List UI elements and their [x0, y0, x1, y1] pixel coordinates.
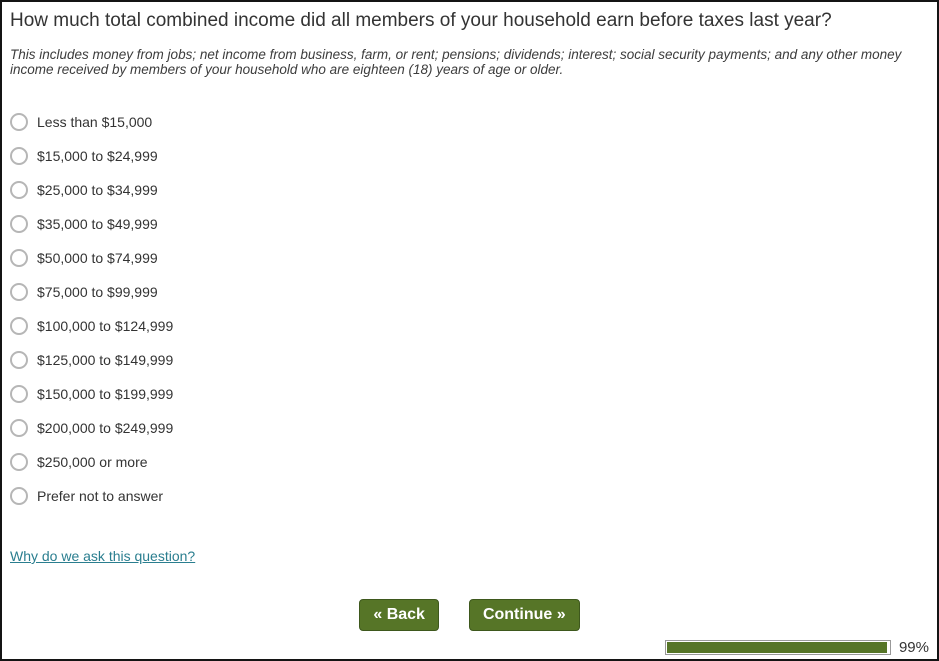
question-subtitle: This includes money from jobs; net incom…	[10, 47, 902, 77]
radio-option-label[interactable]: $150,000 to $199,999	[37, 386, 174, 402]
radio-option-label[interactable]: $15,000 to $24,999	[37, 148, 158, 164]
radio-button-icon[interactable]	[10, 283, 28, 301]
nav-buttons-row: « Back Continue »	[10, 599, 929, 631]
radio-button-icon[interactable]	[10, 419, 28, 437]
radio-button-icon[interactable]	[10, 487, 28, 505]
radio-option-row[interactable]: $100,000 to $124,999	[10, 317, 929, 335]
radio-option-row[interactable]: Less than $15,000	[10, 113, 929, 131]
radio-option-row[interactable]: $25,000 to $34,999	[10, 181, 929, 199]
radio-option-label[interactable]: $35,000 to $49,999	[37, 216, 158, 232]
progress-bar-track	[664, 640, 891, 655]
radio-option-row[interactable]: $150,000 to $199,999	[10, 385, 929, 403]
question-title: How much total combined income did all m…	[10, 10, 832, 31]
radio-option-label[interactable]: Prefer not to answer	[37, 488, 164, 504]
radio-option-row[interactable]: $200,000 to $249,999	[10, 419, 929, 437]
radio-option-row[interactable]: $15,000 to $24,999	[10, 147, 929, 165]
radio-option-row[interactable]: $75,000 to $99,999	[10, 283, 929, 301]
radio-button-icon[interactable]	[10, 385, 28, 403]
radio-option-label[interactable]: $75,000 to $99,999	[37, 284, 158, 300]
radio-button-icon[interactable]	[10, 181, 28, 199]
progress-indicator: 99%	[664, 639, 929, 656]
continue-button[interactable]: Continue »	[468, 599, 580, 631]
radio-option-label[interactable]: $50,000 to $74,999	[37, 250, 158, 266]
options-list: Less than $15,000 $15,000 to $24,999 $25…	[10, 113, 929, 505]
radio-button-icon[interactable]	[10, 147, 28, 165]
radio-option-row[interactable]: $250,000 or more	[10, 453, 929, 471]
radio-button-icon[interactable]	[10, 351, 28, 369]
radio-option-row[interactable]: $50,000 to $74,999	[10, 249, 929, 267]
radio-option-label[interactable]: $125,000 to $149,999	[37, 352, 174, 368]
radio-option-label[interactable]: $25,000 to $34,999	[37, 182, 158, 198]
radio-button-icon[interactable]	[10, 215, 28, 233]
radio-button-icon[interactable]	[10, 317, 28, 335]
help-link-row: Why do we ask this question?	[10, 548, 929, 566]
radio-option-row[interactable]: $125,000 to $149,999	[10, 351, 929, 369]
radio-option-row[interactable]: $35,000 to $49,999	[10, 215, 929, 233]
progress-bar-fill	[666, 642, 887, 653]
why-ask-link[interactable]: Why do we ask this question?	[10, 548, 196, 564]
back-button[interactable]: « Back	[359, 599, 439, 631]
radio-button-icon[interactable]	[10, 453, 28, 471]
radio-option-row[interactable]: Prefer not to answer	[10, 487, 929, 505]
radio-button-icon[interactable]	[10, 249, 28, 267]
radio-option-label[interactable]: $250,000 or more	[37, 454, 148, 470]
radio-option-label[interactable]: Less than $15,000	[37, 114, 153, 130]
progress-percent-label: 99%	[898, 639, 929, 656]
radio-option-label[interactable]: $100,000 to $124,999	[37, 318, 174, 334]
radio-option-label[interactable]: $200,000 to $249,999	[37, 420, 174, 436]
radio-button-icon[interactable]	[10, 113, 28, 131]
